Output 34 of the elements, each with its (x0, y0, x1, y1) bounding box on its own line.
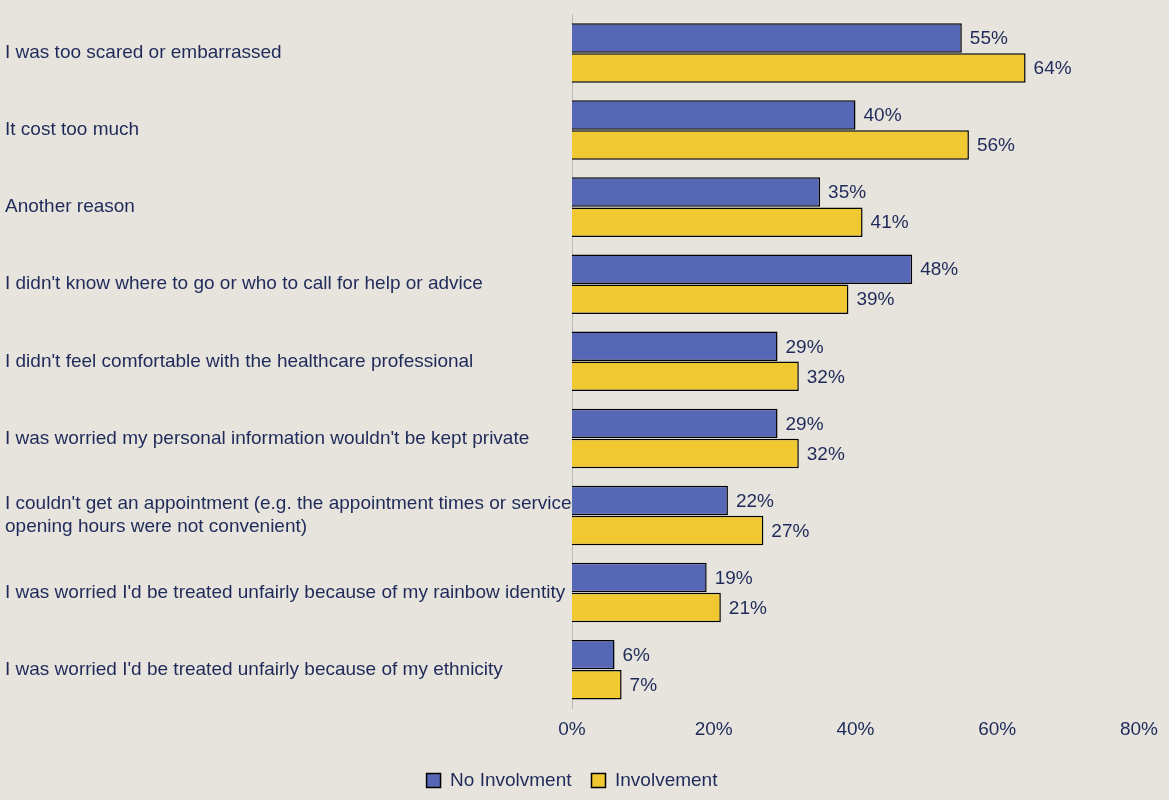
x-tick-label: 40% (836, 717, 875, 739)
y-tick-label: Another reason (5, 195, 135, 217)
data-label: 29% (785, 412, 824, 434)
data-label: 29% (785, 335, 824, 357)
data-label: 21% (728, 596, 767, 618)
data-label: 48% (920, 258, 959, 280)
y-tick-label: I didn't feel comfortable with the healthcare professional (5, 349, 474, 371)
data-label: 64% (1033, 57, 1072, 79)
y-tick-label: I was worried I'd be treated unfairly because of my rainbow identity (5, 580, 566, 602)
y-tick-label: It cost too much (5, 118, 140, 140)
y-tick-label: I was worried my personal information wouldn't be kept private (5, 426, 530, 448)
data-label: 32% (806, 365, 845, 387)
data-label: 55% (969, 27, 1008, 49)
data-label: 39% (856, 288, 895, 310)
data-label: 7% (629, 673, 658, 695)
data-label: 40% (863, 104, 902, 126)
legend-label: No Involvment (450, 768, 573, 790)
x-tick-label: 20% (694, 717, 733, 739)
y-tick-label: I was worried I'd be treated unfairly because of my ethnicity (5, 657, 504, 679)
x-tick-label: 0% (558, 717, 586, 739)
legend-label: Involvement (615, 768, 719, 790)
data-label: 6% (622, 643, 651, 665)
data-label: 27% (771, 519, 810, 541)
y-tick-label: I didn't know where to go or who to call for help or advice (5, 272, 483, 294)
y-tick-label: I was too scared or embarrassed (5, 41, 282, 63)
data-label: 35% (828, 181, 867, 203)
data-label: 32% (806, 442, 845, 464)
data-label: 56% (976, 134, 1016, 156)
data-label: 22% (735, 489, 775, 511)
x-tick-label: 60% (978, 717, 1017, 739)
y-tick-label: I couldn't get an appointment (e.g. the appointment times or service opening hours were not convenient) (5, 492, 572, 537)
data-label: 19% (714, 566, 753, 588)
x-tick-label: 80% (1119, 717, 1159, 739)
data-label: 41% (870, 211, 909, 233)
